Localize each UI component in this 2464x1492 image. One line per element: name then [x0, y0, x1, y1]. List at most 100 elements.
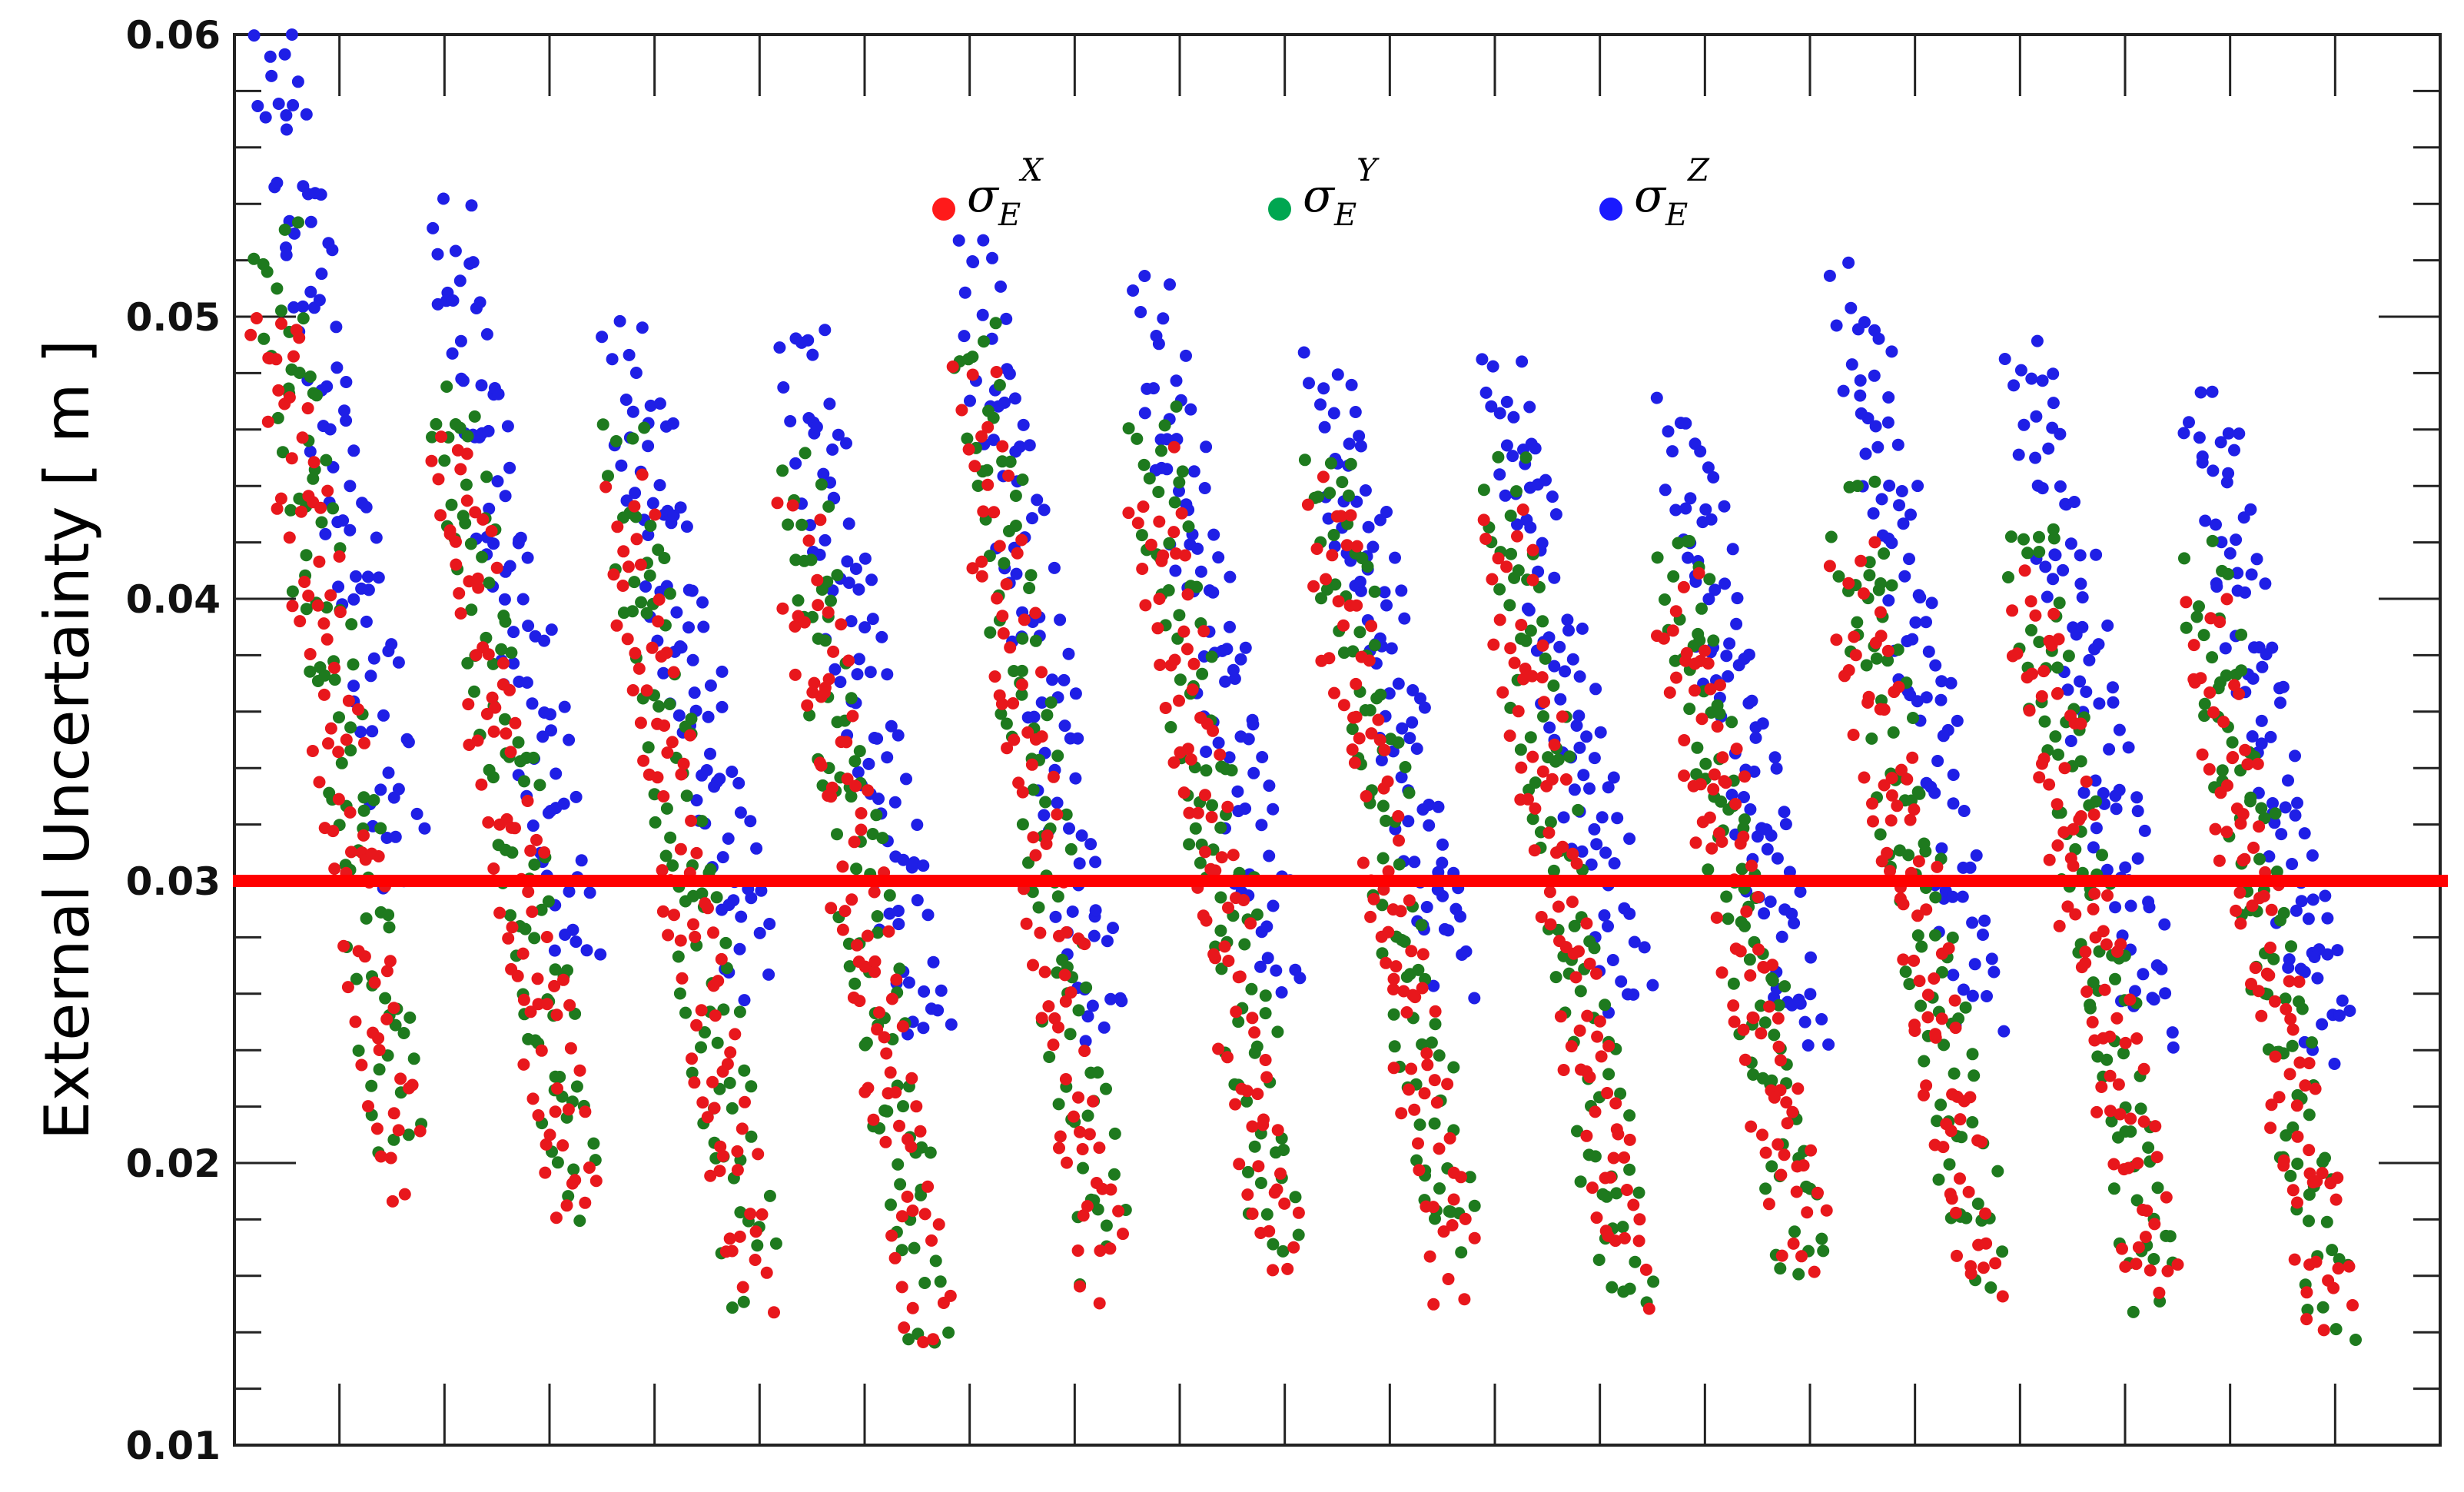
data-point-sigma-e-x	[1500, 560, 1513, 573]
data-point-sigma-e-x	[1078, 1045, 1091, 1058]
data-point-sigma-e-z	[1608, 857, 1621, 870]
data-point-sigma-e-x	[2067, 859, 2080, 872]
data-point-sigma-e-x	[2220, 826, 2233, 839]
data-point-sigma-e-y	[1885, 579, 1898, 592]
data-point-sigma-e-z	[1031, 493, 1044, 507]
data-point-sigma-e-x	[1018, 613, 1031, 626]
data-point-sigma-e-z	[1001, 363, 1014, 376]
data-point-sigma-e-z	[1010, 567, 1023, 580]
data-point-sigma-e-z	[2014, 364, 2027, 377]
data-point-sigma-e-x	[1747, 1012, 1760, 1025]
data-point-sigma-e-y	[1032, 901, 1045, 914]
data-point-sigma-e-z	[653, 397, 666, 410]
data-point-sigma-e-x	[1215, 851, 1228, 864]
data-point-sigma-e-x	[2238, 852, 2251, 866]
data-point-sigma-e-x	[845, 893, 858, 906]
data-point-sigma-e-y	[1174, 673, 1187, 686]
data-point-sigma-e-x	[1350, 677, 1363, 690]
data-point-sigma-e-x	[1230, 1005, 1243, 1018]
data-point-sigma-e-x	[1416, 982, 1429, 995]
data-point-sigma-e-y	[1651, 551, 1664, 564]
data-point-sigma-e-y	[782, 518, 795, 531]
data-point-sigma-e-x	[1038, 965, 1051, 979]
data-point-sigma-e-x	[1191, 806, 1204, 819]
data-point-sigma-e-z	[1314, 398, 1327, 411]
data-point-sigma-e-x	[272, 384, 285, 397]
data-point-sigma-e-y	[1934, 1098, 1948, 1112]
data-point-sigma-e-y	[461, 656, 474, 670]
data-point-sigma-e-x	[1260, 1071, 1274, 1084]
data-point-sigma-e-y	[1526, 812, 1539, 826]
data-point-sigma-e-x	[836, 923, 849, 936]
data-point-sigma-e-y	[2286, 1039, 2299, 1052]
data-point-sigma-e-x	[283, 531, 296, 544]
data-point-sigma-e-z	[1392, 677, 1405, 690]
data-point-sigma-e-z	[1842, 256, 1855, 269]
data-point-sigma-e-z	[1875, 493, 1888, 506]
data-point-sigma-e-z	[1867, 507, 1880, 520]
data-point-sigma-e-x	[1357, 856, 1370, 869]
data-point-sigma-e-y	[1336, 476, 1349, 489]
data-point-sigma-e-y	[2193, 600, 2205, 613]
data-point-sigma-e-y	[626, 605, 639, 618]
data-point-sigma-e-x	[342, 694, 355, 707]
data-point-sigma-e-x	[349, 1015, 362, 1028]
data-point-sigma-e-z	[826, 584, 839, 597]
data-point-sigma-e-z	[1398, 612, 1411, 625]
data-point-sigma-e-z	[1200, 746, 1213, 758]
data-point-sigma-e-y	[1016, 818, 1029, 831]
data-point-sigma-e-z	[1406, 684, 1420, 696]
data-point-sigma-e-x	[1122, 507, 1135, 520]
data-point-sigma-e-z	[1911, 695, 1924, 708]
data-point-sigma-e-x	[357, 829, 370, 842]
data-point-sigma-e-z	[1718, 577, 1732, 590]
data-point-sigma-e-x	[731, 1145, 744, 1158]
data-point-sigma-e-x	[1093, 1297, 1106, 1310]
data-point-sigma-e-x	[1778, 1148, 1791, 1161]
data-point-sigma-e-y	[2279, 992, 2292, 1005]
data-point-sigma-e-x	[1632, 1234, 1645, 1248]
data-point-sigma-e-x	[1363, 654, 1376, 667]
data-point-sigma-e-y	[1702, 863, 1715, 876]
data-point-sigma-e-y	[461, 430, 474, 443]
data-point-sigma-e-y	[1392, 736, 1405, 749]
data-point-sigma-e-z	[1970, 849, 1983, 862]
data-point-sigma-e-z	[777, 381, 790, 394]
data-point-sigma-e-y	[902, 1333, 915, 1346]
data-point-sigma-e-x	[634, 558, 647, 571]
data-point-sigma-e-y	[1072, 1004, 1085, 1017]
data-point-sigma-e-y	[1155, 444, 1167, 457]
data-point-sigma-e-z	[964, 394, 976, 407]
data-point-sigma-e-z	[866, 613, 879, 626]
data-point-sigma-e-z	[1026, 512, 1038, 525]
data-point-sigma-e-y	[1015, 664, 1028, 677]
legend-superscript: X	[1018, 153, 1044, 188]
data-point-sigma-e-y	[2130, 1194, 2144, 1207]
data-point-sigma-e-x	[1168, 653, 1181, 666]
data-point-sigma-e-x	[1205, 811, 1218, 823]
data-point-sigma-e-x	[2309, 1082, 2322, 1095]
data-point-sigma-e-z	[2061, 683, 2074, 696]
data-point-sigma-e-z	[646, 497, 659, 510]
data-point-sigma-e-z	[280, 109, 293, 121]
data-point-sigma-e-x	[1244, 917, 1257, 930]
data-point-sigma-e-z	[726, 766, 739, 778]
data-point-sigma-e-y	[1004, 455, 1017, 468]
data-point-sigma-e-z	[2177, 427, 2190, 440]
data-point-sigma-e-y	[1170, 400, 1183, 413]
data-point-sigma-e-y	[573, 1215, 586, 1228]
data-point-sigma-e-y	[2105, 1115, 2118, 1128]
data-point-sigma-e-y	[1693, 634, 1706, 647]
data-point-sigma-e-x	[386, 1195, 399, 1208]
data-point-sigma-e-z	[1922, 645, 1935, 658]
data-point-sigma-e-x	[1403, 894, 1416, 907]
data-point-sigma-e-z	[1539, 474, 1552, 487]
data-point-sigma-e-x	[244, 328, 257, 341]
data-point-sigma-e-x	[1041, 829, 1054, 842]
data-point-sigma-e-y	[357, 804, 370, 817]
data-point-sigma-e-x	[1738, 1053, 1752, 1066]
data-point-sigma-e-y	[1023, 582, 1036, 594]
data-point-sigma-e-z	[287, 98, 300, 111]
data-point-sigma-e-z	[2220, 476, 2233, 489]
